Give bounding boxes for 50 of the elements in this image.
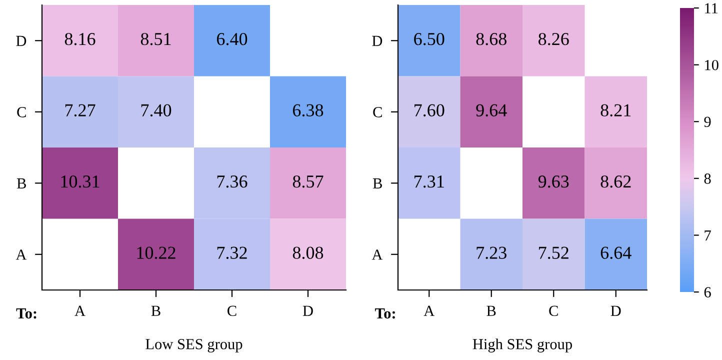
data-label: 8.21 [600, 104, 631, 116]
data-label: 6.50 [414, 32, 444, 46]
data-label: 6.64 [600, 246, 632, 259]
data-label: 8.26 [538, 32, 569, 46]
y-tick-label: B [372, 178, 382, 188]
data-label: 8.51 [140, 32, 171, 46]
x-tick-label: A [424, 306, 435, 316]
data-label: 7.52 [539, 246, 568, 259]
data-label: 7.32 [217, 246, 247, 259]
data-label: 8.57 [292, 175, 324, 188]
text: To: [16, 308, 36, 319]
color-bar-label: 9 [704, 116, 711, 128]
data-label: 8.68 [476, 32, 506, 46]
data-label: 9.63 [538, 176, 569, 188]
data-label: 7.36 [217, 176, 248, 188]
x-axis-title: High SES group [472, 338, 572, 352]
x-tick-label: C [228, 306, 236, 316]
y-tick-label: A [16, 250, 27, 260]
x-tick-label: D [610, 306, 621, 316]
data-label: 7.40 [141, 104, 172, 116]
y-tick-label: D [16, 36, 26, 46]
x-tick-label: B [486, 306, 496, 316]
text: To: [375, 308, 395, 319]
data-label: 7.23 [476, 246, 506, 259]
data-label: 8.08 [292, 246, 324, 259]
data-label: 9.64 [476, 104, 507, 116]
color-bar-label: 11 [705, 3, 718, 14]
x-axis-title: Low SES group [146, 339, 242, 352]
y-tick-label: C [17, 107, 26, 118]
color-bar-label: 8 [704, 174, 711, 184]
data-label: 10.22 [137, 246, 176, 259]
data-label: 6.38 [292, 104, 324, 116]
data-label: 7.60 [414, 104, 444, 116]
color-bar-label: 6 [704, 287, 711, 298]
data-label: 8.16 [64, 32, 96, 46]
data-label: 10.31 [61, 175, 100, 188]
data-label: 6.40 [216, 32, 248, 46]
x-tick-label: B [151, 306, 160, 316]
y-tick-label: A [372, 250, 383, 260]
data-label: 7.27 [65, 104, 96, 116]
y-tick-label: C [373, 107, 382, 118]
color-bar-label: 7 [704, 230, 711, 240]
data-label: 8.62 [600, 175, 631, 188]
x-tick-label: A [74, 306, 86, 316]
data-label: 7.31 [414, 176, 444, 188]
x-tick-label: C [549, 306, 558, 316]
color-bar-label: 10 [705, 60, 718, 70]
y-tick-label: D [372, 36, 382, 46]
y-tick-label: B [16, 178, 26, 188]
x-tick-label: D [302, 306, 313, 316]
